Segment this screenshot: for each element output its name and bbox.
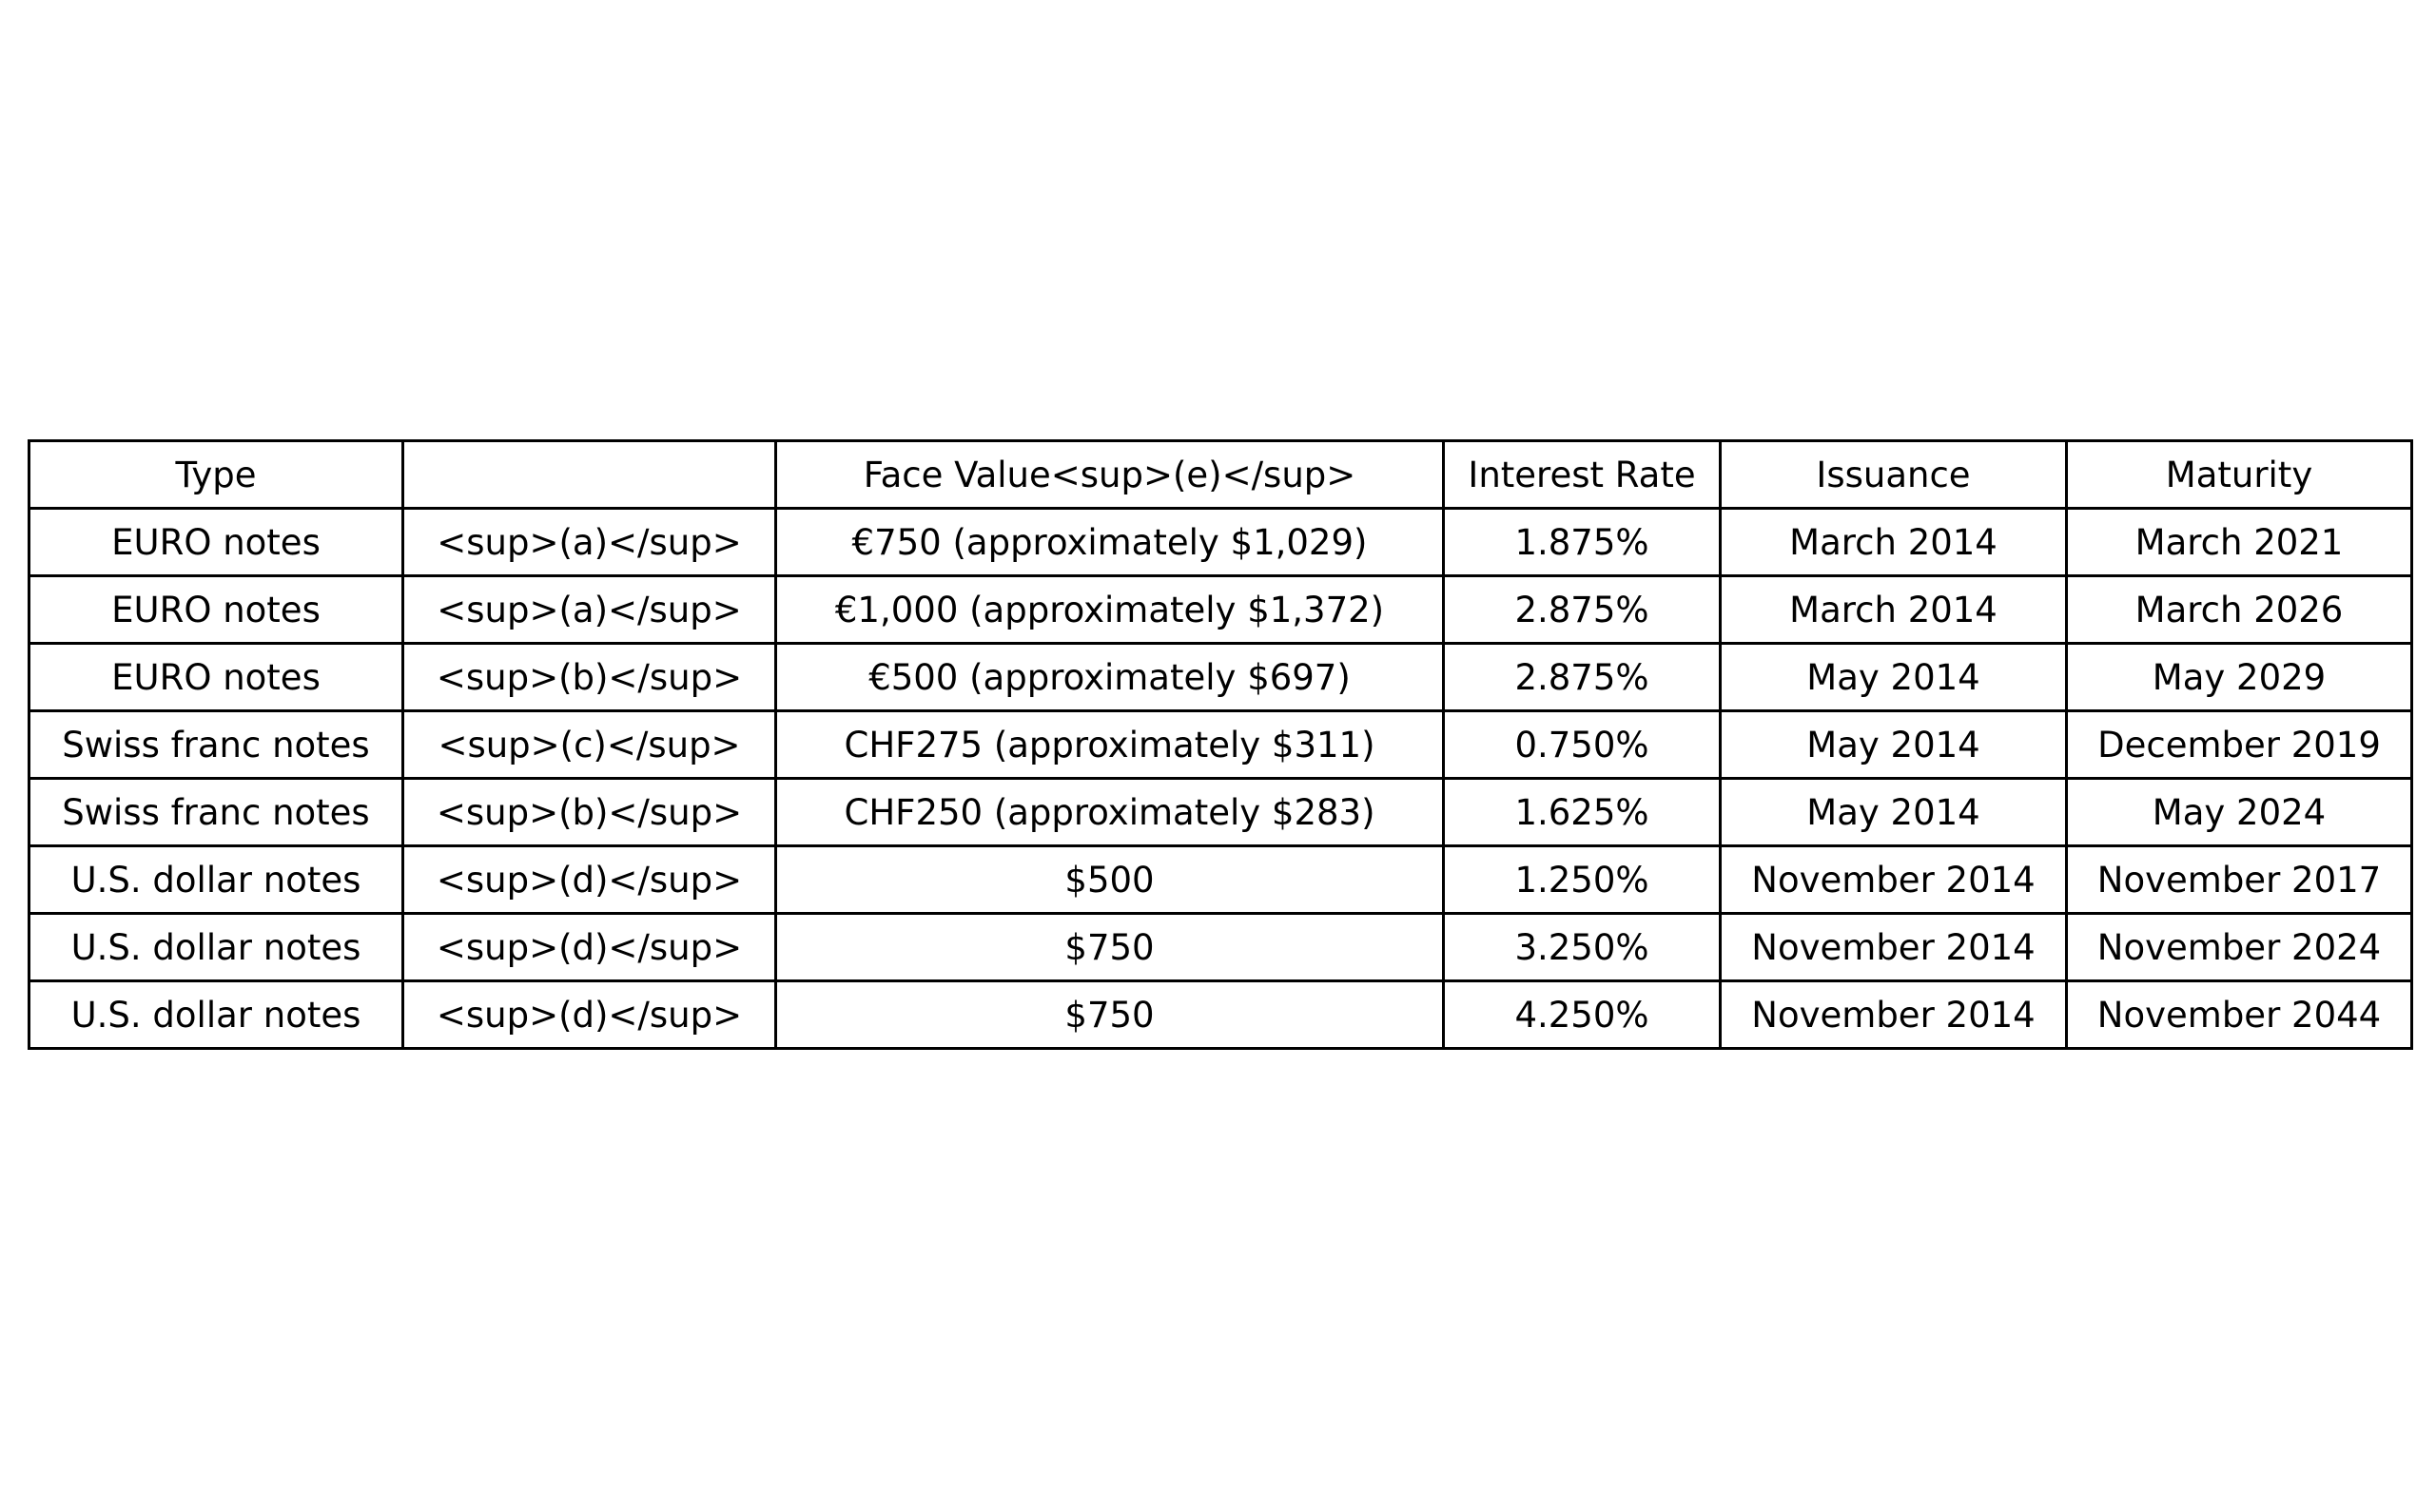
cell-interest-rate: 4.250%: [1442, 979, 1722, 1050]
cell-face-value: $750: [774, 979, 1445, 1050]
cell-footnote: <sup>(a)</sup>: [401, 574, 777, 645]
cell-type: EURO notes: [28, 574, 404, 645]
header-type: Type: [28, 439, 404, 510]
cell-face-value: $750: [774, 912, 1445, 982]
cell-interest-rate: 1.250%: [1442, 844, 1722, 915]
table-row: EURO notes <sup>(a)</sup> €750 (approxim…: [28, 507, 2413, 577]
cell-footnote: <sup>(b)</sup>: [401, 642, 777, 712]
cell-face-value: $500: [774, 844, 1445, 915]
cell-interest-rate: 1.875%: [1442, 507, 1722, 577]
cell-issuance: March 2014: [1719, 507, 2068, 577]
header-interest-rate: Interest Rate: [1442, 439, 1722, 510]
cell-maturity: November 2024: [2065, 912, 2413, 982]
cell-issuance: May 2014: [1719, 777, 2068, 847]
cell-interest-rate: 1.625%: [1442, 777, 1722, 847]
table-body: EURO notes <sup>(a)</sup> €750 (approxim…: [28, 507, 2413, 1050]
cell-footnote: <sup>(d)</sup>: [401, 912, 777, 982]
cell-footnote: <sup>(c)</sup>: [401, 709, 777, 780]
table-row: Swiss franc notes <sup>(c)</sup> CHF275 …: [28, 709, 2413, 780]
cell-footnote: <sup>(d)</sup>: [401, 979, 777, 1050]
cell-maturity: March 2021: [2065, 507, 2413, 577]
cell-footnote: <sup>(a)</sup>: [401, 507, 777, 577]
cell-maturity: November 2044: [2065, 979, 2413, 1050]
cell-interest-rate: 3.250%: [1442, 912, 1722, 982]
cell-type: Swiss franc notes: [28, 777, 404, 847]
cell-maturity: December 2019: [2065, 709, 2413, 780]
cell-interest-rate: 2.875%: [1442, 574, 1722, 645]
header-face-value: Face Value<sup>(e)</sup>: [774, 439, 1445, 510]
cell-issuance: May 2014: [1719, 709, 2068, 780]
cell-face-value: CHF250 (approximately $283): [774, 777, 1445, 847]
table-row: EURO notes <sup>(b)</sup> €500 (approxim…: [28, 642, 2413, 712]
cell-issuance: November 2014: [1719, 912, 2068, 982]
cell-issuance: November 2014: [1719, 979, 2068, 1050]
header-issuance: Issuance: [1719, 439, 2068, 510]
cell-interest-rate: 0.750%: [1442, 709, 1722, 780]
notes-table: Type Face Value<sup>(e)</sup> Interest R…: [28, 439, 2413, 1050]
cell-issuance: May 2014: [1719, 642, 2068, 712]
cell-issuance: March 2014: [1719, 574, 2068, 645]
header-maturity: Maturity: [2065, 439, 2413, 510]
cell-face-value: €1,000 (approximately $1,372): [774, 574, 1445, 645]
table-row: EURO notes <sup>(a)</sup> €1,000 (approx…: [28, 574, 2413, 645]
cell-footnote: <sup>(b)</sup>: [401, 777, 777, 847]
cell-issuance: November 2014: [1719, 844, 2068, 915]
table-row: U.S. dollar notes <sup>(d)</sup> $750 3.…: [28, 912, 2413, 982]
cell-maturity: November 2017: [2065, 844, 2413, 915]
table-row: Swiss franc notes <sup>(b)</sup> CHF250 …: [28, 777, 2413, 847]
cell-type: EURO notes: [28, 507, 404, 577]
table-row: U.S. dollar notes <sup>(d)</sup> $500 1.…: [28, 844, 2413, 915]
cell-maturity: May 2024: [2065, 777, 2413, 847]
cell-type: EURO notes: [28, 642, 404, 712]
cell-maturity: May 2029: [2065, 642, 2413, 712]
cell-footnote: <sup>(d)</sup>: [401, 844, 777, 915]
cell-type: U.S. dollar notes: [28, 844, 404, 915]
cell-type: Swiss franc notes: [28, 709, 404, 780]
cell-interest-rate: 2.875%: [1442, 642, 1722, 712]
cell-type: U.S. dollar notes: [28, 979, 404, 1050]
table-row: U.S. dollar notes <sup>(d)</sup> $750 4.…: [28, 979, 2413, 1050]
header-footnote: [401, 439, 777, 510]
cell-face-value: €750 (approximately $1,029): [774, 507, 1445, 577]
cell-type: U.S. dollar notes: [28, 912, 404, 982]
header-row: Type Face Value<sup>(e)</sup> Interest R…: [28, 439, 2413, 510]
cell-face-value: CHF275 (approximately $311): [774, 709, 1445, 780]
cell-maturity: March 2026: [2065, 574, 2413, 645]
cell-face-value: €500 (approximately $697): [774, 642, 1445, 712]
table-header: Type Face Value<sup>(e)</sup> Interest R…: [28, 439, 2413, 510]
